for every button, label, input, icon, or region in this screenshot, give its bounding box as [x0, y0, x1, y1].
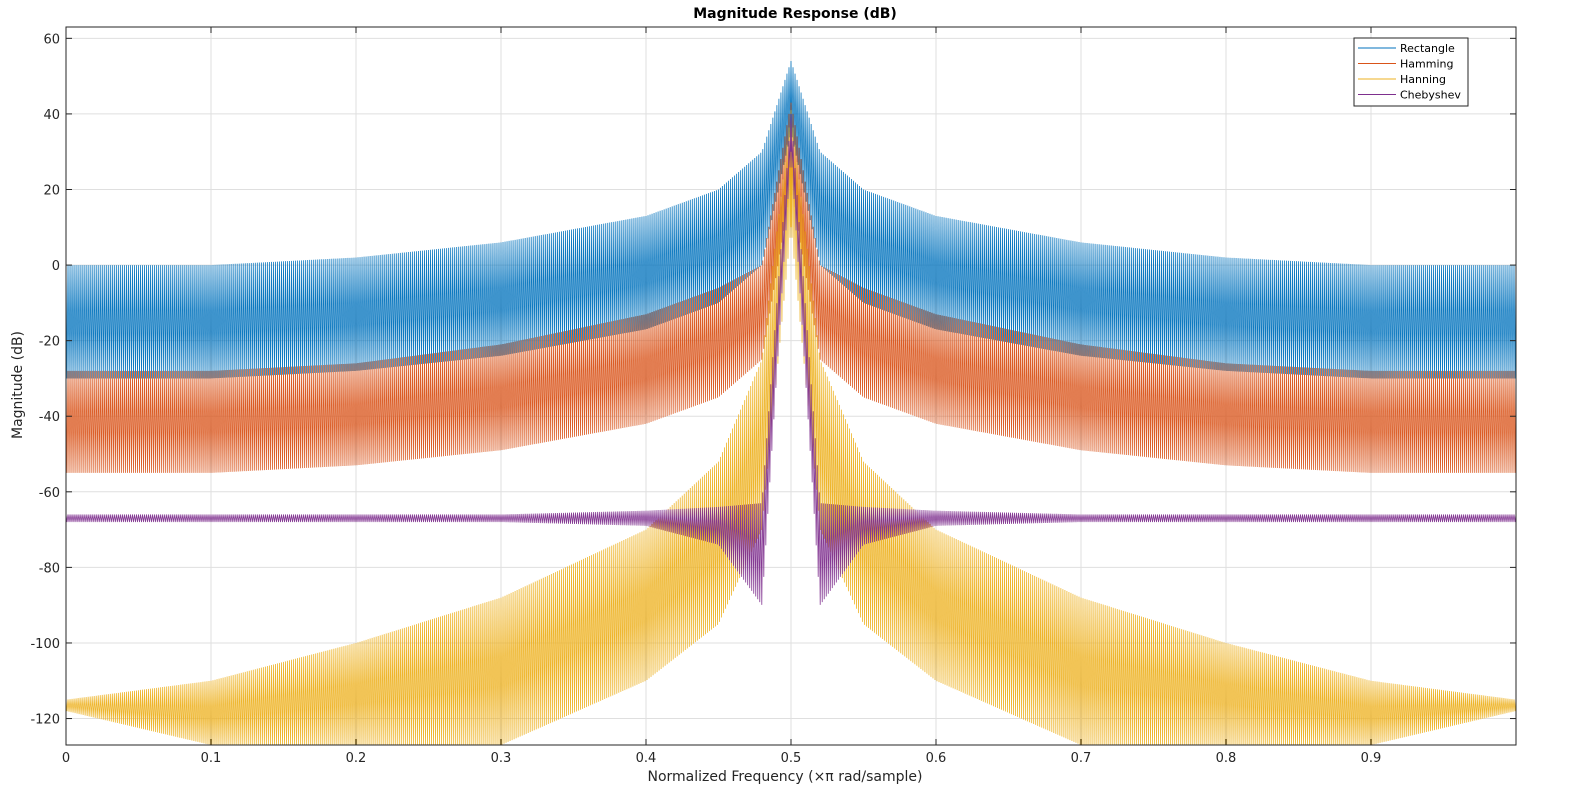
x-tick-label: 0.6: [926, 751, 947, 766]
x-tick-label: 0.7: [1071, 751, 1092, 766]
x-tick-label: 0.8: [1216, 751, 1237, 766]
legend-box: [1353, 37, 1469, 107]
x-tick-label: 0.9: [1361, 751, 1382, 766]
y-tick-label: 60: [43, 32, 60, 47]
y-tick-label: -100: [30, 637, 60, 652]
legend-label-hanning: Hanning: [1400, 73, 1446, 86]
x-tick-label: 0.1: [201, 751, 222, 766]
chart-title: Magnitude Response (dB): [693, 6, 897, 22]
y-tick-label: 20: [43, 183, 60, 198]
x-tick-label: 0.2: [346, 751, 367, 766]
y-tick-label: -60: [39, 486, 60, 501]
y-tick-label: -40: [39, 410, 60, 425]
tick-layer: 0 0.1 0.2 0.3 0.4 0.5 0.6 0.7 0.8 0.9 60 40 20 0 -20 -4…: [30, 27, 1516, 766]
series-layer: [65, 61, 1517, 746]
y-tick-label: 0: [52, 259, 60, 274]
y-tick-label: -120: [30, 713, 60, 728]
x-tick-label: 0.4: [636, 751, 657, 766]
legend-label-chebyshev: Chebyshev: [1400, 89, 1461, 102]
y-axis-label: Magnitude (dB): [10, 331, 26, 439]
y-tick-label: -80: [39, 561, 60, 576]
legend-label-rectangle: Rectangle: [1400, 42, 1455, 55]
legend-label-hamming: Hamming: [1400, 58, 1453, 71]
x-tick-label: 0.5: [781, 751, 802, 766]
y-tick-label: 40: [43, 108, 60, 123]
series-chebyshev-line: [65, 113, 1517, 605]
x-axis-label: Normalized Frequency (×π rad/sample): [648, 769, 923, 785]
y-tick-label: -20: [39, 335, 60, 350]
x-tick-label: 0.3: [491, 751, 512, 766]
x-tick-label: 0: [62, 751, 70, 766]
legend: Rectangle Hamming Hanning Chebyshev: [1353, 37, 1469, 107]
